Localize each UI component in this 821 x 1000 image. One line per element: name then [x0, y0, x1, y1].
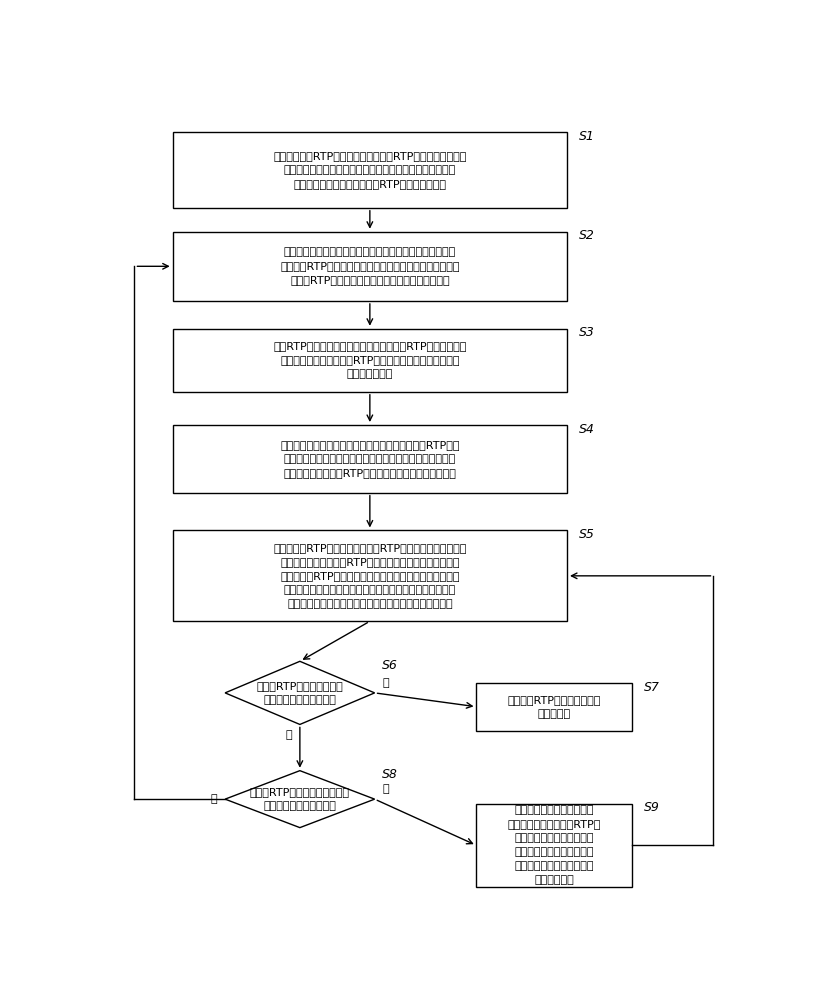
Polygon shape: [225, 661, 374, 724]
Bar: [172, 132, 567, 208]
Text: 否: 否: [211, 794, 218, 804]
Bar: [172, 329, 567, 392]
Text: S9: S9: [644, 801, 659, 814]
Text: 将所述新RTP数据包发送给预
设的播放器: 将所述新RTP数据包发送给预 设的播放器: [507, 695, 601, 719]
Text: 是: 是: [383, 678, 389, 688]
Bar: [476, 683, 632, 731]
Text: 所述新RTP数据包的序列号
是否小于所述最小序列号: 所述新RTP数据包的序列号 是否小于所述最小序列号: [256, 681, 343, 705]
Text: 接收一个新RTP数据包，将所述新RTP数据包缓存到所述可用
结构体中，识别所述新RTP数据包的序列号，将所述序列号
作为所述新RTP数据包的原始序列号，利用预设: 接收一个新RTP数据包，将所述新RTP数据包缓存到所述可用 结构体中，识别所述新…: [273, 543, 466, 609]
Text: 是: 是: [383, 784, 389, 794]
Text: S5: S5: [579, 528, 594, 541]
Text: S8: S8: [383, 768, 398, 781]
Text: 将所述可用结构体的后节点指针对应的结构体中的RTP数据
包的序列号作为最小序列号，将所述可用结构体的前节点指
针对应的结构体中的RTP数据包的序列号作为最大序列: 将所述可用结构体的后节点指针对应的结构体中的RTP数据 包的序列号作为最小序列号…: [280, 440, 460, 478]
Bar: [476, 804, 632, 887]
Text: 否: 否: [286, 730, 292, 740]
Text: S6: S6: [383, 659, 398, 672]
Text: 获取所述可用结构体的后节
点指针对应的结构体中RTP数
据包并发送给所述预设的播
放器，将所述可用结构体的
后节点指针对应的结构体作
为可用结构体: 获取所述可用结构体的后节 点指针对应的结构体中RTP数 据包并发送给所述预设的播…: [507, 805, 601, 885]
Bar: [172, 425, 567, 493]
Bar: [172, 232, 567, 301]
Text: S7: S7: [644, 681, 659, 694]
Text: 预先接收多个RTP数据包，将每个所述RTP数据包缓存到不同
的预设的结构体中，其中每个所述预设的结构体包括前节点
指针、后节点指针及其缓存的RTP数据包的序列号: 预先接收多个RTP数据包，将每个所述RTP数据包缓存到不同 的预设的结构体中，其…: [273, 151, 466, 189]
Bar: [172, 530, 567, 621]
Text: S2: S2: [579, 229, 594, 242]
Text: S1: S1: [579, 130, 594, 143]
Text: S4: S4: [579, 423, 594, 436]
Polygon shape: [225, 771, 374, 828]
Text: S3: S3: [579, 326, 594, 339]
Text: 所述新RTP数据包的序列号是否
大于所述所述最大序列号: 所述新RTP数据包的序列号是否 大于所述所述最大序列号: [250, 787, 350, 811]
Text: 利用每个所述预设的结构体中的前节点指针、后节点指针及
其缓存的RTP数据包的序列号，对所有结构体执行从队首到
队尾按RTP数据包序列号升序且首尾相连的排序操作: 利用每个所述预设的结构体中的前节点指针、后节点指针及 其缓存的RTP数据包的序列…: [280, 247, 460, 285]
Text: 获取RTP数据包的序列号最小的结构体中的RTP数据包并发送
给预设的播放器，将所述RTP数据包的序列号最小的结构体
作为可用结构体: 获取RTP数据包的序列号最小的结构体中的RTP数据包并发送 给预设的播放器，将所…: [273, 341, 466, 379]
